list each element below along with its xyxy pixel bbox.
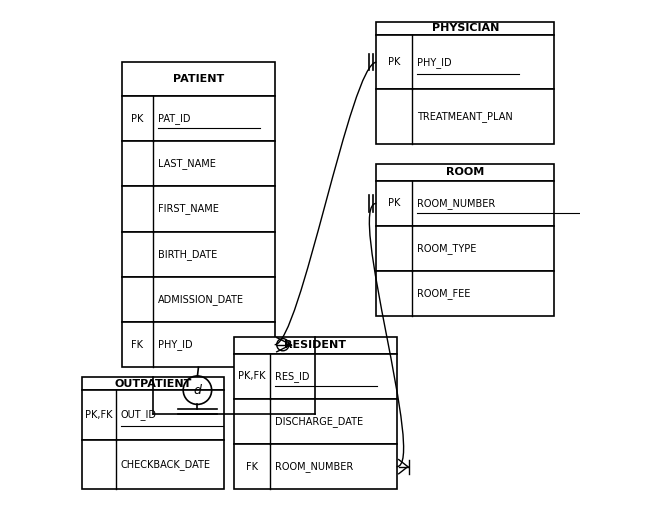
- Text: ROOM_NUMBER: ROOM_NUMBER: [417, 198, 495, 209]
- Text: ROOM_FEE: ROOM_FEE: [417, 288, 471, 299]
- Bar: [122, 96, 275, 141]
- Text: PK: PK: [132, 113, 144, 124]
- Bar: [376, 164, 554, 181]
- Text: CHECKBACK_DATE: CHECKBACK_DATE: [121, 459, 211, 470]
- Text: PK: PK: [388, 198, 400, 208]
- Text: ROOM_NUMBER: ROOM_NUMBER: [275, 461, 353, 472]
- Text: PHY_ID: PHY_ID: [417, 57, 452, 68]
- Bar: [81, 378, 224, 390]
- Text: d: d: [193, 384, 201, 397]
- Bar: [122, 277, 275, 322]
- Text: FK: FK: [246, 461, 258, 472]
- Bar: [376, 35, 554, 89]
- Bar: [376, 89, 554, 144]
- Text: TREATMEANT_PLAN: TREATMEANT_PLAN: [417, 111, 513, 122]
- Text: LAST_NAME: LAST_NAME: [158, 158, 215, 169]
- Bar: [234, 354, 396, 399]
- Bar: [81, 439, 224, 489]
- Text: PK,FK: PK,FK: [85, 410, 113, 420]
- Bar: [81, 390, 224, 439]
- Text: RES_ID: RES_ID: [275, 371, 309, 382]
- Bar: [376, 226, 554, 271]
- Text: OUT_ID: OUT_ID: [121, 409, 157, 420]
- Bar: [122, 141, 275, 187]
- Bar: [376, 181, 554, 226]
- Text: FK: FK: [132, 340, 143, 350]
- Text: PAT_ID: PAT_ID: [158, 113, 190, 124]
- Bar: [122, 231, 275, 277]
- Text: ADMISSION_DATE: ADMISSION_DATE: [158, 294, 243, 305]
- Bar: [122, 187, 275, 231]
- Bar: [122, 322, 275, 367]
- Text: OUTPATIENT: OUTPATIENT: [114, 379, 191, 389]
- Bar: [234, 337, 396, 354]
- Text: PHYSICIAN: PHYSICIAN: [432, 24, 499, 33]
- Text: FIRST_NAME: FIRST_NAME: [158, 203, 219, 215]
- Bar: [122, 62, 275, 96]
- Bar: [376, 271, 554, 316]
- Text: PHY_ID: PHY_ID: [158, 339, 193, 350]
- Bar: [376, 22, 554, 35]
- Bar: [234, 399, 396, 444]
- Bar: [234, 444, 396, 489]
- Text: ROOM_TYPE: ROOM_TYPE: [417, 243, 477, 254]
- Text: RESIDENT: RESIDENT: [284, 340, 346, 350]
- Text: ROOM: ROOM: [446, 168, 484, 177]
- Text: PATIENT: PATIENT: [173, 74, 224, 84]
- Text: DISCHARGE_DATE: DISCHARGE_DATE: [275, 416, 363, 427]
- Text: PK: PK: [388, 57, 400, 67]
- Text: BIRTH_DATE: BIRTH_DATE: [158, 249, 217, 260]
- Text: PK,FK: PK,FK: [238, 371, 266, 381]
